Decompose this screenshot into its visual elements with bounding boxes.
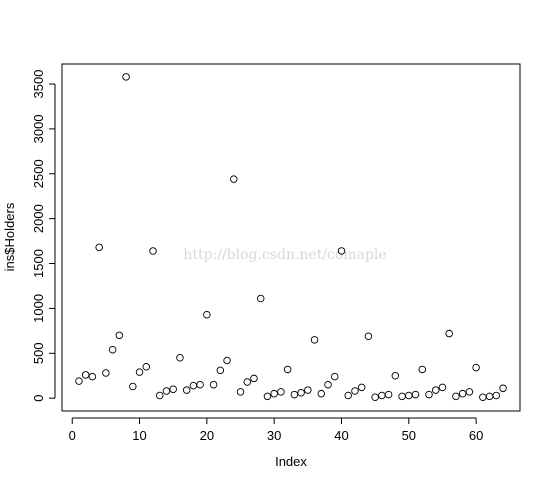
point [102, 369, 110, 377]
plot-box [61, 63, 521, 412]
point [142, 362, 151, 371]
point [371, 393, 379, 402]
point [485, 392, 494, 401]
point [297, 389, 305, 397]
point [458, 389, 467, 398]
point [405, 391, 413, 400]
point [465, 388, 474, 396]
point [149, 247, 157, 255]
point [398, 392, 406, 401]
y-tick-label: 1000 [31, 294, 46, 323]
x-tick-label: 20 [200, 428, 214, 443]
point [378, 391, 386, 400]
point [230, 175, 238, 183]
point [263, 392, 272, 401]
y-tick-label: 3000 [31, 114, 46, 143]
point [344, 391, 352, 400]
point [256, 294, 265, 303]
point [391, 371, 400, 380]
point [115, 331, 124, 340]
point [196, 380, 204, 389]
point [270, 389, 278, 398]
point [331, 372, 339, 381]
point [203, 310, 211, 319]
point [88, 372, 97, 381]
point [310, 336, 319, 344]
watermark: http://blog.csdn.net/comaple [183, 247, 386, 263]
point [169, 385, 177, 393]
point [277, 388, 285, 396]
y-tick-label: 3500 [31, 70, 46, 99]
point [135, 368, 144, 376]
point [384, 390, 393, 399]
y-axis-label: ins$Holders [2, 202, 17, 271]
point [364, 332, 373, 340]
y-tick-label: 500 [31, 342, 46, 364]
point [95, 243, 103, 252]
point [411, 390, 420, 399]
x-tick-label: 30 [267, 428, 281, 443]
point [122, 73, 130, 81]
point [290, 390, 299, 399]
point [155, 391, 164, 400]
x-axis-label: Index [275, 454, 307, 469]
point [304, 386, 312, 394]
y-tick-label: 1500 [31, 249, 46, 278]
point [182, 386, 191, 394]
point [176, 354, 184, 362]
point [283, 365, 292, 374]
point [357, 383, 366, 392]
point [418, 365, 427, 374]
point [499, 384, 507, 393]
point [351, 387, 359, 395]
point [431, 386, 440, 394]
x-tick-label: 0 [69, 428, 76, 443]
point [209, 380, 218, 389]
point [472, 363, 480, 372]
point [108, 345, 117, 354]
x-tick-label: 60 [469, 428, 483, 443]
point [337, 247, 346, 255]
point [425, 390, 433, 399]
point [189, 381, 198, 390]
point [236, 388, 245, 396]
y-tick-label: 2500 [31, 159, 46, 188]
y-tick-label: 2000 [31, 204, 46, 233]
point [452, 392, 460, 401]
point [243, 378, 251, 386]
y-tick-label: 0 [31, 395, 46, 402]
point [438, 383, 447, 392]
point [75, 377, 83, 385]
point [324, 380, 332, 389]
point [492, 391, 501, 400]
x-tick-label: 40 [334, 428, 348, 443]
x-tick-label: 50 [402, 428, 416, 443]
point [223, 356, 231, 365]
point [445, 329, 453, 338]
point [81, 371, 90, 379]
point [162, 387, 171, 395]
point [129, 382, 137, 391]
point [479, 393, 487, 402]
x-tick-label: 10 [132, 428, 146, 443]
point [216, 366, 225, 375]
point [250, 374, 258, 383]
point [317, 389, 326, 398]
